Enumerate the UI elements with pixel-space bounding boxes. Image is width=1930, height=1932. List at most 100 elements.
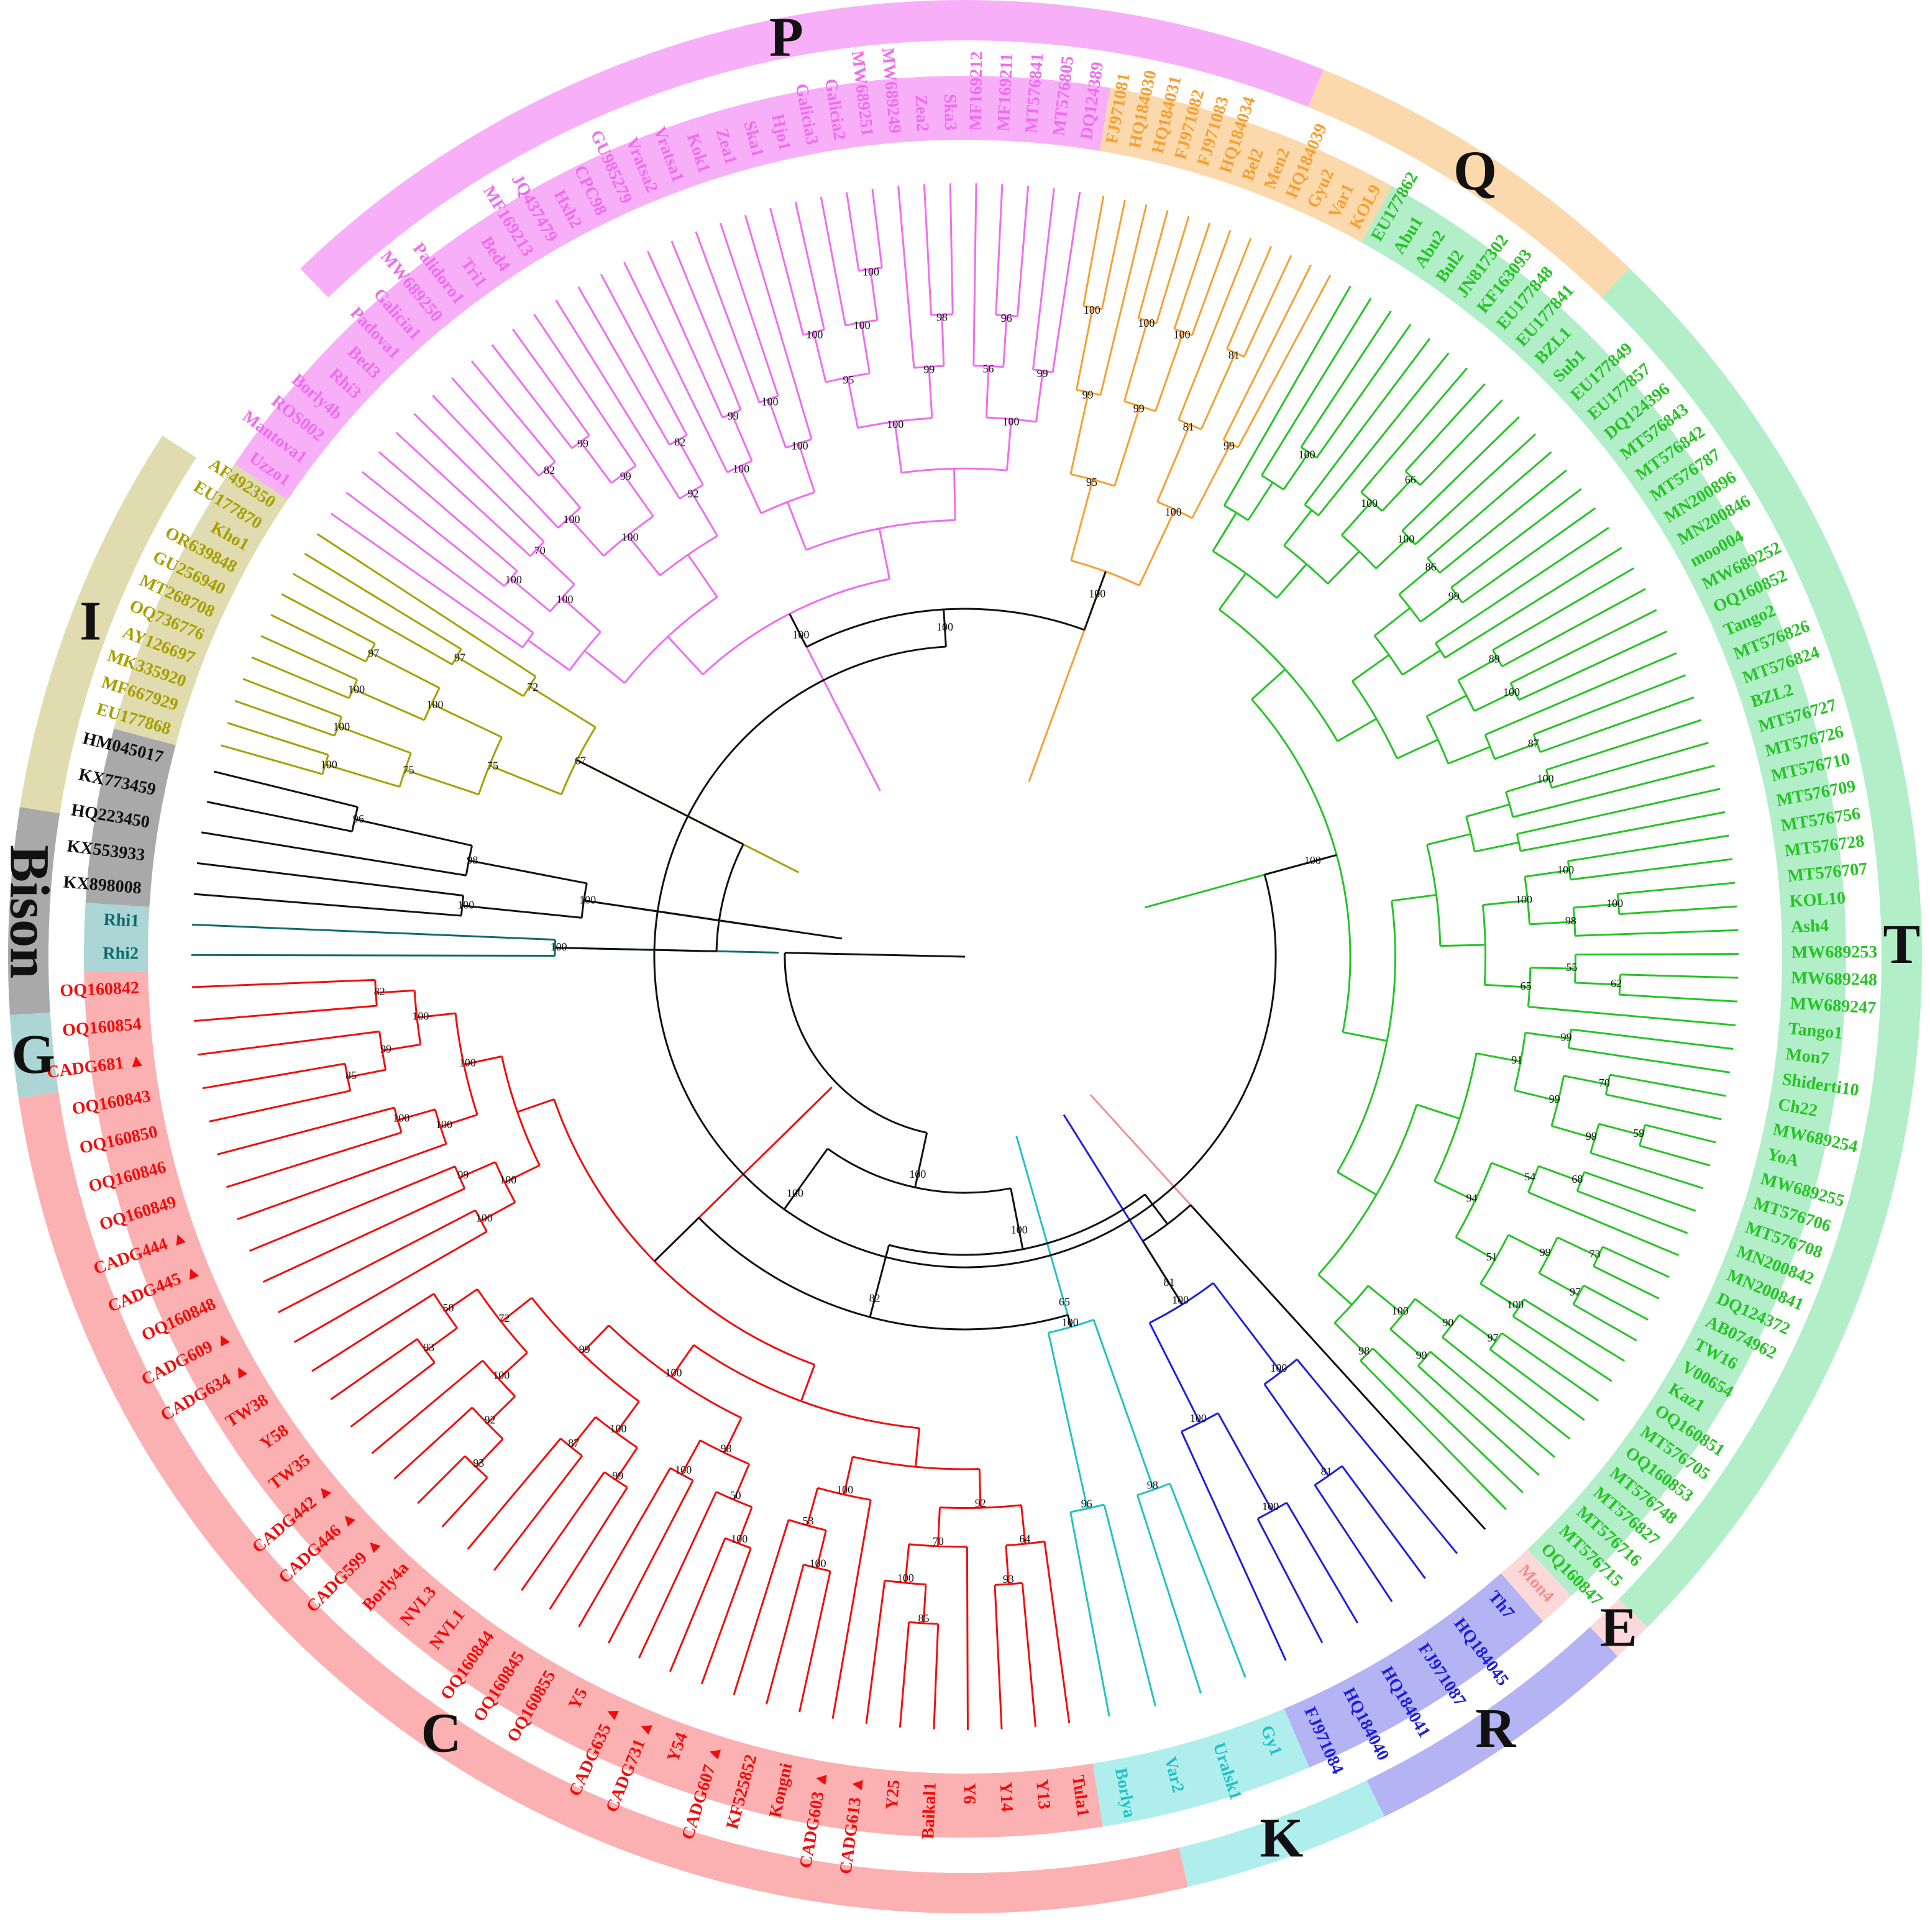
label-wedge-Q [1100, 88, 1393, 242]
bootstrap-value: 98 [1147, 1479, 1158, 1491]
bootstrap-value: 100 [836, 1483, 853, 1496]
bootstrap-value: 82 [674, 435, 685, 448]
label-wedge-T [1361, 186, 1846, 1596]
bootstrap-value: 65 [1521, 980, 1532, 992]
bootstrap-value: 99 [728, 409, 739, 422]
clade-label-C: C [421, 1702, 462, 1764]
bootstrap-value: 93 [473, 1457, 484, 1469]
bootstrap-value: 100 [1011, 1224, 1028, 1236]
bootstrap-value: 85 [918, 1612, 930, 1624]
bootstrap-value: 99 [457, 1169, 469, 1181]
tip-label: Rhi2 [103, 944, 139, 963]
bootstrap-value: 100 [1516, 893, 1532, 906]
branches-Bison [193, 770, 781, 931]
bootstrap-value: 81 [1183, 421, 1194, 433]
bootstrap-value: 98 [1358, 1344, 1370, 1357]
bootstrap-value: 50 [442, 1301, 454, 1314]
tip-label: Ash4 [1791, 916, 1829, 937]
tip-label: Y25 [882, 1779, 904, 1811]
bootstrap-value: 99 [1540, 1246, 1551, 1259]
bootstrap-value: 100 [675, 1464, 692, 1476]
clade-label-Q: Q [1453, 140, 1497, 202]
bootstrap-value: 100 [1172, 1294, 1189, 1306]
bootstrap-value: 97 [1570, 1286, 1581, 1298]
bootstrap-value: 99 [1416, 1349, 1427, 1362]
tip-label: MF169211 [994, 53, 1017, 132]
label-wedge-Bison [85, 728, 176, 907]
bootstrap-value: 97 [1487, 1332, 1498, 1344]
tip-label: Baikal1 [918, 1782, 940, 1839]
bootstrap-value: 98 [720, 1442, 731, 1454]
backbone-branches [555, 571, 1486, 1530]
bootstrap-value: 94 [1466, 1192, 1477, 1204]
bootstrap-value: 99 [1037, 367, 1048, 380]
bootstrap-value: 100 [810, 1557, 826, 1569]
bootstrap-value: 100 [493, 1369, 510, 1382]
bootstrap-value: 99 [1586, 1130, 1597, 1142]
bootstrap-value: 100 [551, 941, 567, 953]
bootstrap-value: 96 [1081, 1498, 1092, 1510]
bootstrap-value: 93 [1003, 1573, 1014, 1585]
bootstrap-value: 100 [897, 1572, 914, 1584]
bootstrap-value: 99 [1561, 1031, 1572, 1043]
bootstrap-value: 90 [1442, 1316, 1453, 1329]
label-wedge-G [83, 903, 150, 972]
bootstrap-value: 100 [1507, 1298, 1524, 1311]
bootstrap-value: 100 [1084, 304, 1100, 316]
bootstrap-values: 100 96 98 100 100 99 82 99 56 99 95 100 99 82 99 100 70 1… [321, 265, 1645, 1624]
bootstrap-value: 100 [1361, 497, 1378, 509]
bootstrap-value: 70 [1599, 1077, 1610, 1089]
tip-label: MW689248 [1791, 968, 1877, 990]
clade-label-wedges [83, 76, 1846, 1838]
bootstrap-value: 95 [1086, 476, 1097, 488]
bootstrap-value: 100 [792, 440, 808, 452]
bootstrap-value: 100 [1138, 317, 1155, 329]
bootstrap-value: 100 [909, 1168, 926, 1180]
bootstrap-value: 64 [1019, 1533, 1030, 1545]
bootstrap-value: 56 [983, 362, 994, 375]
bootstrap-value: 93 [423, 1341, 434, 1354]
bootstrap-value: 98 [1565, 914, 1576, 927]
bootstrap-value: 51 [1486, 1251, 1498, 1263]
tip-label: OQ160842 [60, 978, 140, 1001]
bootstrap-value: 72 [498, 1312, 510, 1324]
bootstrap-value: 100 [622, 531, 639, 544]
bootstrap-value: 100 [1299, 448, 1315, 460]
bootstrap-value: 100 [731, 1533, 748, 1545]
ring-segment-T [1601, 268, 1922, 1628]
bootstrap-value: 82 [374, 985, 385, 998]
ring-segment-Bison [7, 807, 60, 1016]
bootstrap-value: 99 [380, 1043, 391, 1055]
bootstrap-value: 81 [1164, 1276, 1175, 1288]
bootstrap-value: 100 [1304, 854, 1321, 867]
bootstrap-value: 95 [843, 374, 854, 386]
bootstrap-value: 54 [1524, 1170, 1535, 1183]
bootstrap-value: 100 [1190, 1412, 1207, 1424]
bootstrap-value: 100 [579, 894, 596, 906]
bootstrap-value: 100 [762, 395, 779, 408]
bootstrap-value: 55 [1566, 961, 1577, 973]
bootstrap-value: 100 [1557, 863, 1574, 876]
bootstrap-value: 100 [459, 1057, 476, 1069]
tree-branches [191, 183, 1739, 1730]
bootstrap-value: 100 [1392, 1305, 1409, 1317]
bootstrap-value: 92 [688, 488, 699, 500]
bootstrap-value: 67 [575, 754, 586, 767]
bootstrap-value: 100 [1270, 1362, 1287, 1374]
bootstrap-value: 59 [1633, 1127, 1644, 1139]
clade-label-E: E [1600, 1597, 1637, 1658]
label-wedge-P [234, 76, 1111, 500]
bootstrap-value: 87 [568, 1437, 579, 1449]
bootstrap-value: 100 [1062, 1316, 1079, 1328]
bootstrap-value: 100 [505, 573, 522, 586]
tip-label: MF169212 [966, 51, 987, 130]
tip-label: Ska3 [940, 94, 960, 131]
bootstrap-value: 70 [534, 544, 546, 557]
bootstrap-value: 53 [803, 1515, 814, 1527]
bootstrap-value: 96 [353, 813, 364, 825]
bootstrap-value: 96 [1001, 312, 1012, 324]
tip-label: Y13 [1032, 1779, 1054, 1810]
clade-label-R: R [1475, 1698, 1516, 1759]
bootstrap-value: 100 [1397, 532, 1414, 545]
